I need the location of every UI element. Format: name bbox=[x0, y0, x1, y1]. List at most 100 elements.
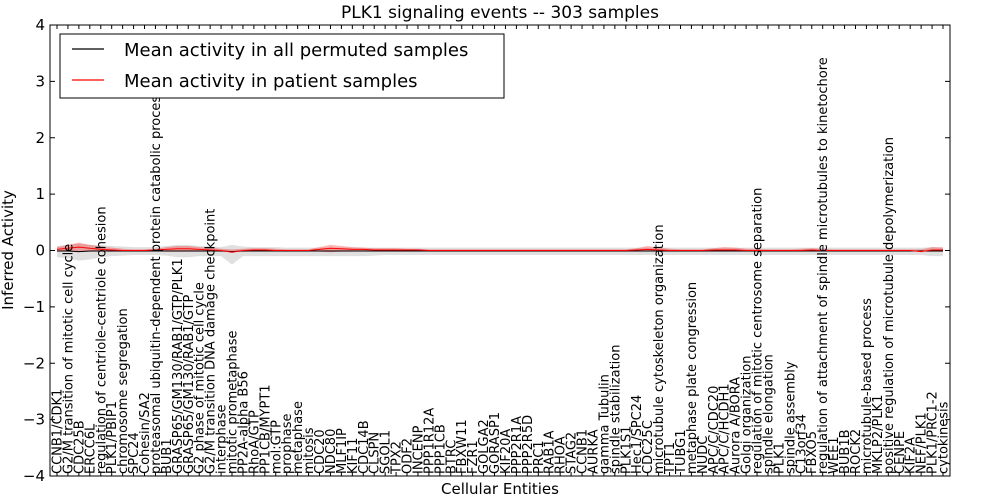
x-tick-label: WEE1 bbox=[827, 436, 842, 474]
x-axis-label: Cellular Entities bbox=[441, 480, 559, 498]
series-lines bbox=[56, 246, 943, 253]
x-tick-label: Hec1/SPC24 bbox=[630, 395, 645, 474]
line-series-2 bbox=[56, 246, 943, 253]
x-tick-label: positive regulation of microtubule depol… bbox=[882, 137, 897, 474]
x-tick-label: proteasomal ubiquitin-dependent protein … bbox=[149, 89, 164, 474]
x-tick-label: INCENP bbox=[411, 425, 426, 474]
x-tick-label: mitosis bbox=[302, 427, 317, 474]
x-tick-label: GOLGA2 bbox=[477, 419, 492, 474]
x-tick-label: PLK1 bbox=[772, 442, 787, 474]
x-tick-label: prophase bbox=[280, 414, 295, 475]
legend-label-patient: Mean activity in patient samples bbox=[124, 71, 418, 92]
y-tick-label: 1 bbox=[35, 185, 45, 203]
x-tick-label: BUB1B bbox=[838, 429, 853, 474]
line-series-1 bbox=[57, 250, 943, 253]
x-tick-label: FBXW11 bbox=[455, 419, 470, 474]
x-tick-label: CDC14B bbox=[357, 420, 372, 474]
x-tick-label: PPP2R5D bbox=[521, 415, 536, 474]
x-tick-label: KIF11 bbox=[346, 438, 361, 474]
y-tick-label: −4 bbox=[23, 467, 45, 485]
x-tick-label: mol:GTP bbox=[269, 420, 284, 474]
x-tick-label: Golgi organization bbox=[740, 356, 755, 474]
x-tick-label: PLK1/PBIP1 bbox=[105, 401, 120, 474]
x-tick-label: PPP1R12A bbox=[422, 408, 437, 474]
x-tick-label: NUDC bbox=[696, 436, 711, 474]
x-tick-label: Aurora A/BORA bbox=[729, 377, 744, 474]
confidence-bands bbox=[57, 242, 943, 265]
x-tick-label: KIF2A bbox=[904, 437, 919, 474]
x-tick-label: G2/M transition of mitotic cell cycle bbox=[61, 244, 76, 474]
x-tick-label: STAG2 bbox=[565, 432, 580, 474]
x-tick-label: BTRC bbox=[444, 440, 459, 474]
x-tick-label: NDC80 bbox=[324, 429, 339, 474]
x-tick-label: RHOA bbox=[554, 436, 569, 474]
x-tick-label: metaphase bbox=[291, 401, 306, 474]
x-tick-label: APC/C/CDC20 bbox=[707, 386, 722, 474]
x-tick-label: TUBG1 bbox=[674, 430, 689, 476]
y-tick-label: −2 bbox=[23, 354, 45, 372]
y-tick-label: −1 bbox=[23, 298, 45, 316]
y-tick-label: 4 bbox=[35, 16, 45, 34]
x-tick-label: PLK1S1 bbox=[619, 426, 634, 474]
x-tick-label: spindle assembly bbox=[783, 361, 798, 474]
x-tick-label: metaphase plate congression bbox=[685, 282, 700, 474]
x-tick-label: regulation of attachment of spindle micr… bbox=[816, 57, 831, 474]
x-tick-label: CCNB1 bbox=[576, 429, 591, 474]
band-series-1 bbox=[57, 243, 943, 265]
x-tick-label: AURKA bbox=[586, 429, 601, 474]
x-tick-label: spindle stabilization bbox=[608, 345, 623, 475]
x-tick-label: ODF2 bbox=[401, 438, 416, 474]
x-tick-label: CDC25C bbox=[641, 420, 656, 474]
x-tick-label: CENPE bbox=[893, 431, 908, 474]
x-tick-label: cytokinesis bbox=[937, 401, 952, 474]
x-tick-label: APC/C/HCDH1 bbox=[718, 383, 733, 474]
x-tick-label: BUB1 bbox=[160, 438, 175, 474]
x-tick-label: PPP2R1A bbox=[510, 416, 525, 474]
x-tick-label: CCNB1/CDK1 bbox=[51, 389, 66, 474]
x-tick-label: G2/M transition DNA damage checkpoint bbox=[204, 209, 219, 474]
x-tick-label: SGOL1 bbox=[379, 430, 394, 474]
y-tick-label: 0 bbox=[35, 242, 45, 260]
x-tick-label: MKLP2/PLK1 bbox=[871, 395, 886, 474]
x-tick-label: TPX2 bbox=[390, 441, 405, 475]
x-tick-label: interphase bbox=[215, 404, 230, 474]
x-tick-label: SPC24 bbox=[127, 432, 142, 474]
x-tick-label: CDC20 bbox=[313, 429, 328, 474]
x-tick-label: TPT1 bbox=[663, 442, 678, 475]
x-tick-label: MLF1IP bbox=[335, 428, 350, 474]
x-tick-label: microtubule-based process bbox=[860, 298, 875, 474]
x-tick-label: FZR1 bbox=[466, 440, 481, 474]
x-tick-label: PPP1CB bbox=[433, 424, 448, 474]
x-tick-label: mitotic prometaphase bbox=[226, 330, 241, 474]
x-tick-label: FBXO5 bbox=[805, 431, 820, 474]
x-tick-label: ROCK2 bbox=[849, 429, 864, 474]
x-tick-label: G2 phase of mitotic cell cycle bbox=[193, 282, 208, 474]
x-tick-label: chromosome segregation bbox=[116, 308, 131, 474]
x-tick-label: gamma Tubulin bbox=[597, 374, 612, 474]
x-tick-label: CLSPN bbox=[368, 432, 383, 474]
legend-label-permuted: Mean activity in all permuted samples bbox=[124, 40, 468, 61]
x-tick-label: PLK1/PRC1-2 bbox=[926, 391, 941, 474]
y-tick-label: 3 bbox=[35, 72, 45, 90]
x-tick-label: regulation of centriole-centriole cohesi… bbox=[94, 206, 109, 474]
x-tick-label: GRASP65/GM130/RAB1/GTP bbox=[182, 295, 197, 474]
legend: Mean activity in all permuted samples Me… bbox=[59, 33, 505, 99]
x-tick-label: Cohesin/SA2 bbox=[138, 392, 153, 474]
x-tick-label: CDC25B bbox=[72, 420, 87, 474]
x-tick-label: GORASP1 bbox=[488, 412, 503, 474]
x-tick-label: PP2A-alpha B56 bbox=[236, 371, 251, 474]
x-tick-label: PP1CB/MYPT1 bbox=[258, 384, 273, 474]
x-tick-label: regulation of mitotic centrosome separat… bbox=[751, 188, 766, 474]
legend-box bbox=[59, 33, 505, 99]
x-tick-label: microtubule cytoskeleton organization bbox=[652, 224, 667, 474]
plot-frame bbox=[49, 24, 951, 477]
y-tick-label: 2 bbox=[35, 129, 45, 147]
y-tick-label: −3 bbox=[23, 411, 45, 429]
y-axis-label: Inferred Activity bbox=[0, 190, 17, 310]
x-tick-label: NEF/PLK1 bbox=[915, 412, 930, 474]
x-tick-label: C13orf34 bbox=[794, 414, 809, 474]
y-axis: −4 −3 −2 −1 0 1 2 3 4 bbox=[23, 16, 950, 485]
chart-title: PLK1 signaling events -- 303 samples bbox=[341, 3, 659, 23]
